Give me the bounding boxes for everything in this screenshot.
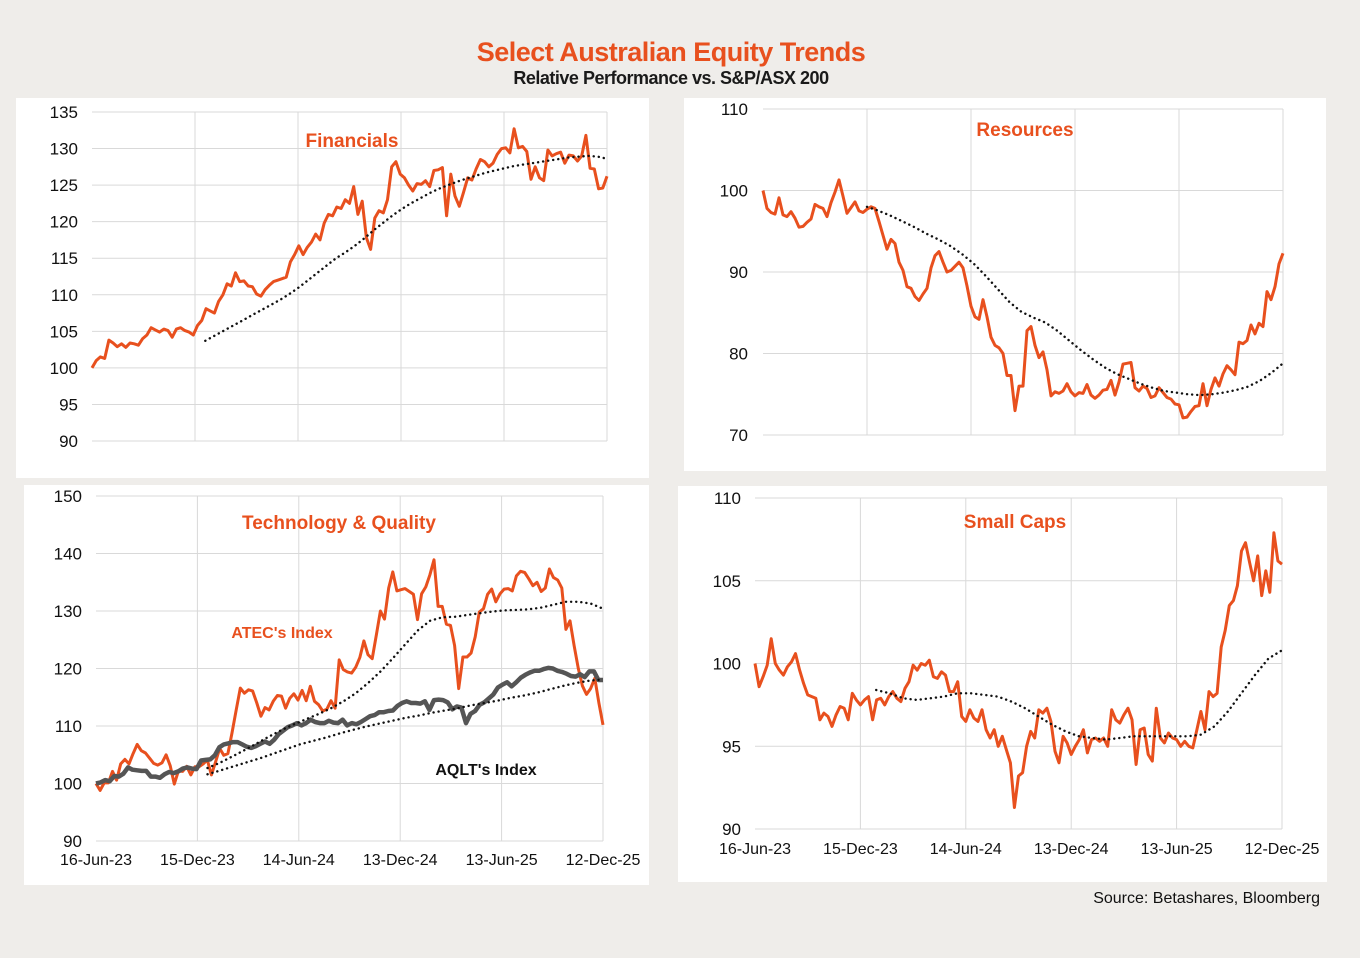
chart-title: Small Caps (964, 512, 1066, 533)
x-tick-label: 12-Dec-25 (1245, 841, 1320, 858)
page-subtitle: Relative Performance vs. S&P/ASX 200 (513, 68, 829, 88)
y-tick-label: 120 (50, 213, 78, 232)
y-tick-label: 125 (50, 176, 78, 195)
y-tick-label: 100 (54, 775, 82, 794)
panel-resources (684, 98, 1326, 471)
y-tick-label: 80 (729, 345, 748, 364)
y-tick-label: 100 (720, 182, 748, 201)
series-line-trend (875, 649, 1284, 741)
y-tick-label: 95 (59, 395, 78, 414)
x-tick-label: 14-Jun-24 (263, 852, 335, 869)
y-tick-label: 105 (713, 572, 741, 591)
y-tick-label: 120 (54, 660, 82, 679)
y-tick-label: 110 (55, 717, 82, 736)
series-line-aqlt-s-index (95, 665, 603, 786)
x-tick-label: 16-Jun-23 (60, 852, 132, 869)
chart-title: Financials (306, 131, 399, 152)
series-line-financials (90, 127, 609, 369)
x-tick-label: 13-Jun-25 (466, 852, 538, 869)
y-tick-label: 90 (729, 263, 748, 282)
x-tick-label: 14-Jun-24 (930, 841, 1002, 858)
x-tick-label: 15-Dec-23 (160, 852, 235, 869)
y-tick-label: 130 (50, 140, 78, 159)
page-title: Select Australian Equity Trends (476, 37, 866, 67)
y-tick-label: 110 (714, 489, 741, 508)
y-tick-label: 100 (713, 655, 741, 674)
annotation-label: AQLT's Index (435, 762, 536, 779)
x-tick-label: 13-Dec-24 (363, 852, 438, 869)
x-tick-label: 12-Dec-25 (566, 852, 641, 869)
chart-title: Resources (976, 120, 1073, 141)
series-line-trend (865, 205, 1285, 397)
series-line-resources (761, 178, 1285, 420)
y-tick-label: 140 (54, 545, 82, 564)
series-line-atec-trend (206, 600, 605, 770)
y-tick-label: 110 (721, 100, 748, 119)
x-tick-label: 16-Jun-23 (719, 841, 791, 858)
y-tick-label: 90 (59, 432, 78, 451)
y-tick-label: 90 (63, 832, 82, 851)
y-tick-label: 70 (729, 426, 748, 445)
y-tick-label: 100 (50, 359, 78, 378)
y-tick-label: 90 (722, 820, 741, 839)
y-tick-label: 130 (54, 602, 82, 621)
series-line-trend (204, 154, 609, 342)
x-tick-label: 15-Dec-23 (823, 841, 898, 858)
y-tick-label: 105 (50, 322, 78, 341)
chart-title: Technology & Quality (242, 513, 436, 534)
series-line-aqlt-trend (206, 678, 605, 776)
source-note: Source: Betashares, Bloomberg (1093, 890, 1320, 907)
y-tick-label: 135 (50, 103, 78, 122)
x-tick-label: 13-Jun-25 (1141, 841, 1213, 858)
series-line-small-caps (753, 531, 1283, 809)
annotation-label: ATEC's Index (231, 625, 332, 642)
y-tick-label: 150 (54, 487, 82, 506)
y-tick-label: 110 (51, 286, 78, 305)
y-tick-label: 115 (51, 249, 78, 268)
y-tick-label: 95 (722, 737, 741, 756)
x-tick-label: 13-Dec-24 (1034, 841, 1109, 858)
